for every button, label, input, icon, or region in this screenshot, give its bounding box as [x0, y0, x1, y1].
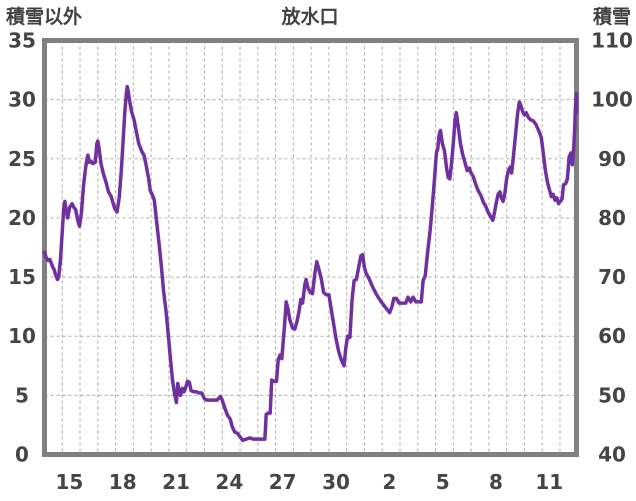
svg-text:80: 80	[598, 206, 626, 230]
left-axis-tick-labels: 0 5 10 15 20 25 30 35	[8, 29, 36, 467]
svg-text:21: 21	[162, 470, 190, 494]
discharge-line	[42, 84, 579, 443]
svg-text:60: 60	[598, 324, 626, 348]
svg-text:2: 2	[382, 470, 396, 494]
svg-text:15: 15	[8, 265, 36, 289]
svg-text:110: 110	[591, 29, 633, 53]
svg-text:25: 25	[8, 147, 36, 171]
svg-text:0: 0	[15, 443, 29, 467]
right-axis-tick-labels: 40 50 60 70 80 90 100 110	[591, 29, 633, 467]
svg-text:30: 30	[322, 470, 350, 494]
svg-text:18: 18	[109, 470, 137, 494]
gridlines	[44, 40, 577, 455]
svg-text:10: 10	[8, 324, 36, 348]
left-axis-title: 積雪以外	[6, 6, 83, 28]
svg-text:24: 24	[215, 470, 243, 494]
svg-text:5: 5	[15, 383, 29, 407]
chart-title: 放水口	[281, 6, 339, 28]
svg-text:90: 90	[598, 147, 626, 171]
svg-text:11: 11	[535, 470, 563, 494]
svg-text:15: 15	[55, 470, 83, 494]
svg-text:100: 100	[591, 88, 633, 112]
right-axis-title: 積雪	[592, 6, 631, 28]
svg-text:8: 8	[489, 470, 503, 494]
svg-text:70: 70	[598, 265, 626, 289]
x-axis-tick-labels: 15 18 21 24 27 30 2 5 8 11	[55, 470, 563, 494]
svg-text:50: 50	[598, 383, 626, 407]
plot-border	[42, 38, 579, 457]
svg-text:35: 35	[8, 29, 36, 53]
svg-text:20: 20	[8, 206, 36, 230]
svg-text:30: 30	[8, 88, 36, 112]
svg-text:5: 5	[436, 470, 450, 494]
svg-text:40: 40	[598, 443, 626, 467]
svg-text:27: 27	[269, 470, 297, 494]
